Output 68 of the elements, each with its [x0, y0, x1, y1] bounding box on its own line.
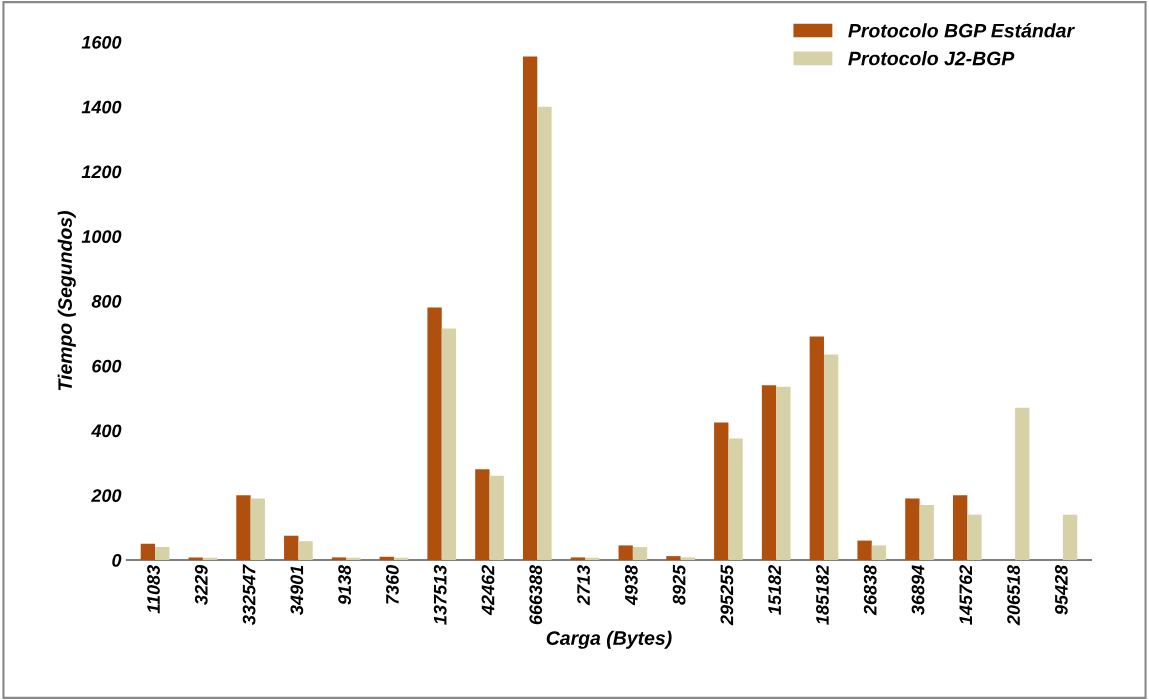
bar — [1062, 514, 1078, 560]
bar — [155, 547, 170, 560]
x-tick-label: 95428 — [1054, 564, 1068, 615]
y-axis-title: Tiempo (Segundos) — [57, 211, 76, 391]
x-tick-label: 15182 — [768, 565, 782, 615]
y-tick-label: 1200 — [81, 165, 122, 179]
bar — [618, 545, 633, 560]
y-tick-label: 800 — [91, 294, 122, 308]
x-tick-label: 42462 — [481, 565, 495, 616]
bar — [632, 547, 648, 560]
bar — [427, 307, 442, 560]
bar — [905, 498, 920, 560]
y-tick-label: 200 — [91, 489, 122, 502]
bar — [666, 556, 681, 560]
bar — [489, 475, 504, 560]
bar — [776, 386, 791, 560]
x-tick-label: 2713 — [577, 565, 590, 606]
bar — [475, 469, 490, 560]
bar — [441, 328, 457, 560]
x-tick-label: 26838 — [863, 564, 877, 616]
x-tick-label: 34901 — [290, 565, 304, 615]
y-tick-label: 1400 — [81, 100, 122, 114]
x-tick-label: 332547 — [242, 564, 256, 625]
bar — [728, 438, 743, 560]
bar — [284, 535, 299, 560]
x-tick-label: 295255 — [720, 564, 734, 626]
x-tick-label: 36894 — [911, 565, 925, 615]
bar — [714, 422, 729, 560]
bar — [809, 336, 824, 560]
bar — [379, 556, 394, 560]
bar — [952, 495, 968, 560]
x-tick-label: 4938 — [624, 564, 638, 606]
legend-label: Protocolo J2-BGP — [848, 51, 1015, 66]
bar — [967, 514, 982, 560]
x-tick-label: 9138 — [338, 564, 352, 605]
x-tick-label: 7360 — [386, 565, 399, 604]
bar — [680, 557, 695, 560]
y-tick-label: 0 — [112, 553, 122, 567]
x-tick-label: 8925 — [672, 564, 686, 605]
x-axis-title: Carga (Bytes) — [546, 630, 672, 649]
legend-label: Protocolo BGP Estándar — [848, 23, 1075, 38]
bar — [236, 495, 251, 560]
bar — [140, 543, 156, 560]
bar — [761, 385, 777, 560]
bar — [298, 541, 313, 560]
y-tick-label: 600 — [92, 359, 122, 373]
bar — [857, 540, 872, 560]
bar — [919, 504, 934, 560]
x-tick-label: 206518 — [1007, 564, 1020, 626]
y-tick-label: 400 — [91, 424, 122, 438]
x-tick-label: 666388 — [529, 564, 543, 625]
y-tick-label: 1600 — [81, 35, 122, 49]
x-tick-label: 137513 — [433, 565, 447, 625]
bar — [188, 557, 203, 560]
bar — [522, 56, 538, 560]
bar — [871, 545, 887, 560]
bar — [537, 106, 552, 560]
x-tick-label: 3229 — [194, 564, 208, 605]
bar — [331, 557, 347, 560]
x-tick-label: 185182 — [816, 565, 829, 625]
bar — [250, 498, 265, 560]
x-tick-label: 11083 — [147, 565, 160, 614]
x-tick-label: 145762 — [959, 565, 973, 625]
y-tick-label: 1000 — [81, 230, 122, 243]
bar — [570, 557, 586, 560]
bar — [1015, 407, 1030, 560]
bar — [823, 354, 839, 560]
bar — [346, 557, 361, 560]
